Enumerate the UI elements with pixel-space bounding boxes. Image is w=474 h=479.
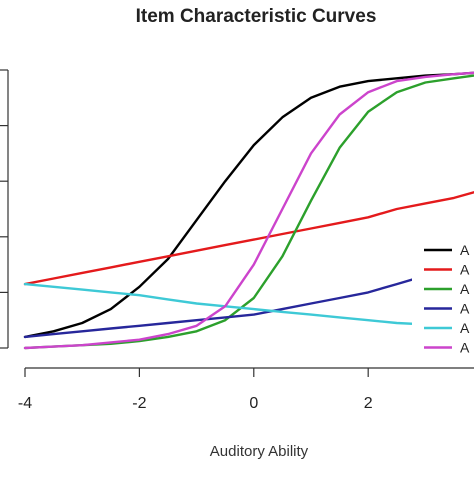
series-line-2 [23,74,474,350]
series-line-1 [23,191,474,286]
x-tick-label-3: 2 [364,395,373,412]
legend-box [412,236,474,356]
series-line-4 [23,282,474,329]
legend-label-4: A [460,320,470,336]
legend-label-1: A [460,262,470,278]
legend-label-3: A [460,301,470,317]
x-tick-label-0: -4 [18,395,32,412]
series-line-5 [23,71,474,350]
legend-label-5: A [460,340,470,356]
chart-title: Item Characteristic Curves [136,6,377,27]
series-line-3 [23,255,474,339]
legend-label-2: A [460,281,470,297]
series-line-0 [23,71,474,339]
legend-label-0: A [460,242,470,258]
series-lines-group [23,71,474,350]
x-tick-label-1: -2 [132,395,146,412]
x-axis-label: Auditory Ability [210,443,309,460]
axes-group: -4 -2 0 2 [0,69,474,412]
x-tick-label-2: 0 [249,395,258,412]
